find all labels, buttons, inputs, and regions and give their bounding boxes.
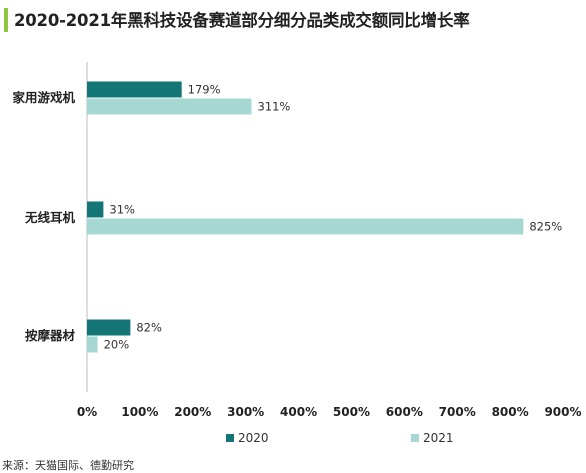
legend-swatch-2020 — [226, 434, 234, 442]
bar-2021 — [87, 98, 252, 115]
bar-2020 — [87, 201, 104, 218]
data-label: 179% — [188, 83, 221, 97]
data-label: 31% — [109, 203, 135, 217]
category-label: 按摩器材 — [25, 328, 76, 343]
x-tick-label: 100% — [121, 405, 158, 419]
source-note: 来源：天猫国际、德勤研究 — [2, 459, 134, 472]
bar-2021 — [87, 336, 98, 353]
legend-swatch-2021 — [411, 434, 419, 442]
data-label: 311% — [257, 100, 290, 114]
category-label: 无线耳机 — [24, 210, 76, 225]
legend-label: 2020 — [238, 431, 269, 445]
x-tick-label: 800% — [492, 405, 529, 419]
bar-2020 — [87, 319, 131, 336]
x-tick-label: 0% — [77, 405, 97, 419]
title-accent-bar — [4, 8, 8, 32]
category-label: 家用游戏机 — [12, 90, 75, 105]
x-tick-label: 600% — [386, 405, 423, 419]
bar-2021 — [87, 218, 524, 235]
data-label: 20% — [104, 338, 130, 352]
x-tick-label: 300% — [227, 405, 264, 419]
x-tick-label: 500% — [333, 405, 370, 419]
data-label: 825% — [529, 220, 562, 234]
data-label: 82% — [136, 321, 162, 335]
x-tick-label: 900% — [544, 405, 581, 419]
x-tick-label: 200% — [174, 405, 211, 419]
legend-label: 2021 — [423, 431, 454, 445]
bar-2020 — [87, 81, 182, 98]
chart-title: 2020-2021年黑科技设备赛道部分细分品类成交额同比增长率 — [14, 11, 470, 30]
x-tick-label: 400% — [280, 405, 317, 419]
x-tick-label: 700% — [439, 405, 476, 419]
